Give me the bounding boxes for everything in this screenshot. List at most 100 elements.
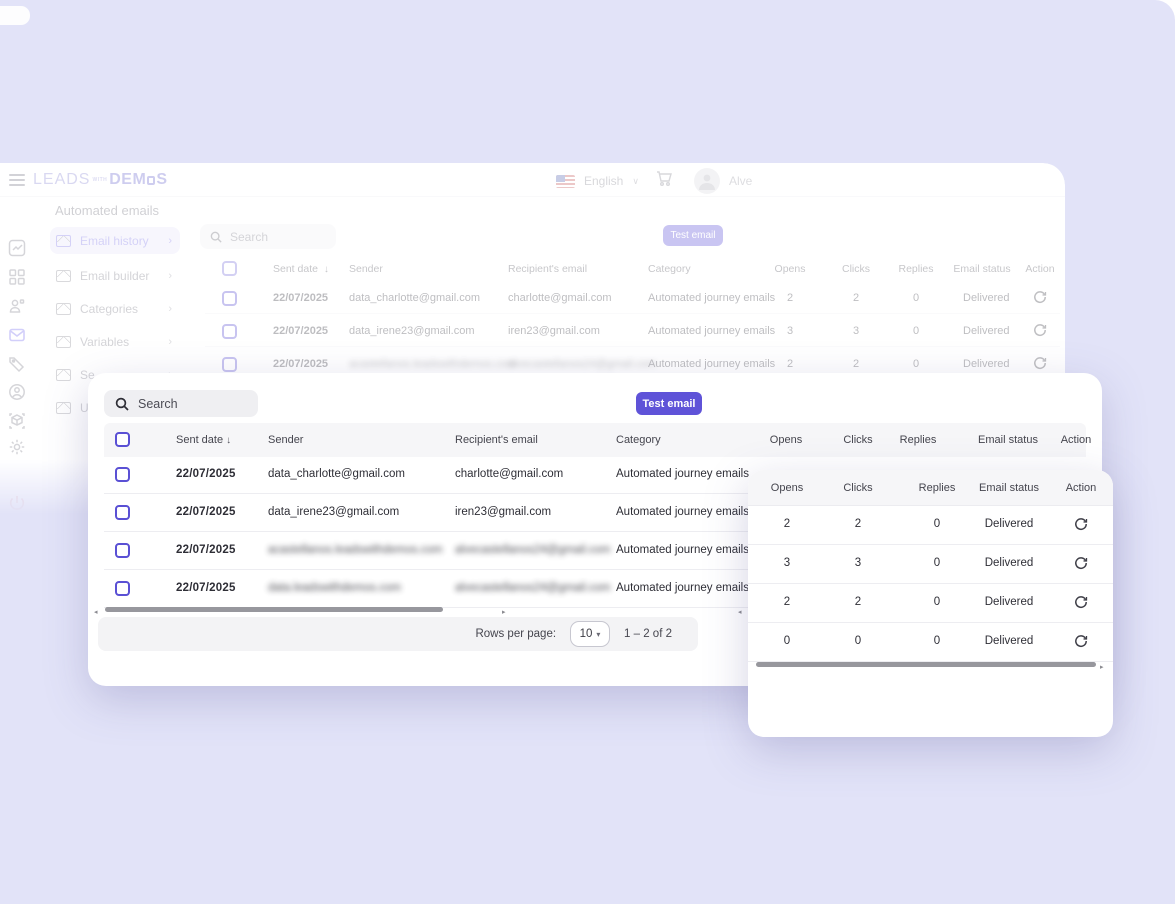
scroll-left-arrow-icon[interactable]: ◂ [94, 609, 98, 616]
test-email-button[interactable]: Test email [663, 225, 723, 246]
cell-sender-blurred: acastellanos.leadswithdemos.com [268, 544, 443, 556]
cell-sender: data_charlotte@gmail.com [349, 292, 481, 304]
sidebar-item-categories[interactable]: Categories › [50, 295, 180, 322]
cell-clicks: 2 [852, 292, 860, 304]
search-input[interactable]: Search [104, 390, 258, 417]
col-email-status[interactable]: Email status [978, 434, 1038, 446]
horizontal-scrollbar[interactable] [756, 662, 1096, 667]
cell-clicks: 2 [852, 358, 860, 370]
resend-refresh-icon[interactable] [1033, 290, 1047, 309]
section-title: Automated emails [55, 203, 160, 218]
col-sender[interactable]: Sender [268, 434, 304, 446]
caret-down-icon: ▾ [596, 629, 601, 639]
email-builder-icon [56, 269, 71, 282]
sidebar-item-email-history[interactable]: Email history › [50, 227, 180, 254]
logout-power-icon[interactable] [8, 494, 26, 512]
user-avatar[interactable] [693, 168, 720, 194]
row-checkbox[interactable] [222, 357, 237, 372]
col-opens[interactable]: Opens [774, 263, 806, 275]
col-email-status[interactable]: Email status [953, 263, 1011, 275]
chevron-right-icon: › [168, 234, 172, 247]
col-opens[interactable]: Opens [770, 482, 804, 494]
resend-refresh-icon[interactable] [1033, 323, 1047, 342]
resend-refresh-icon[interactable] [1074, 517, 1088, 536]
brand-last-post: S [156, 171, 168, 188]
col-clicks[interactable]: Clicks [843, 482, 873, 494]
col-clicks[interactable]: Clicks [842, 263, 870, 275]
dashboard-icon[interactable] [8, 268, 26, 286]
resend-refresh-icon[interactable] [1074, 556, 1088, 575]
col-replies[interactable]: Replies [918, 482, 956, 494]
metrics-row[interactable]: 3 3 0 Delivered [748, 545, 1113, 584]
categories-icon [56, 302, 71, 315]
resend-refresh-icon[interactable] [1074, 595, 1088, 614]
search-input[interactable]: Search [200, 224, 336, 249]
table-row[interactable]: 22/07/2025 data_charlotte@gmail.com char… [104, 456, 1086, 494]
email-icon[interactable] [8, 326, 26, 344]
cell-opens: 0 [783, 635, 791, 647]
horizontal-scrollbar[interactable] [105, 607, 443, 612]
cell-recipient: iren23@gmail.com [455, 506, 552, 518]
sidebar-item-u[interactable]: U [50, 394, 180, 421]
select-all-checkbox[interactable] [115, 432, 130, 447]
col-sender[interactable]: Sender [349, 263, 383, 275]
cell-replies: 0 [933, 596, 941, 608]
table-row[interactable]: 22/07/2025 data_irene23@gmail.com iren23… [104, 494, 1086, 532]
cell-status: Delivered [963, 358, 1010, 370]
cell-status: Delivered [963, 325, 1010, 337]
row-checkbox[interactable] [115, 543, 130, 558]
contacts-icon[interactable] [8, 297, 26, 315]
row-checkbox[interactable] [115, 467, 130, 482]
scroll-right-arrow-icon[interactable]: ▸ [1100, 664, 1104, 671]
col-replies[interactable]: Replies [899, 434, 937, 446]
language-caret-icon[interactable]: ∨ [632, 175, 639, 186]
cell-sent-date: 22/07/2025 [176, 468, 236, 480]
row-checkbox[interactable] [115, 581, 130, 596]
select-all-checkbox[interactable] [222, 261, 237, 276]
table-row[interactable]: 22/07/2025 data.leadswithdemos.com alvec… [104, 570, 1086, 608]
brand-mid: WITH [92, 177, 108, 183]
account-icon[interactable] [8, 383, 26, 401]
col-clicks[interactable]: Clicks [843, 434, 873, 446]
scroll-left-arrow-icon[interactable]: ◂ [738, 609, 742, 616]
row-checkbox[interactable] [222, 324, 237, 339]
sidebar-item-variables[interactable]: Variables › [50, 328, 180, 355]
tag-icon[interactable] [8, 355, 26, 373]
test-email-button[interactable]: Test email [636, 392, 702, 415]
metrics-row[interactable]: 2 2 0 Delivered [748, 506, 1113, 545]
col-replies[interactable]: Replies [898, 263, 934, 275]
pagination-bar: Rows per page: 10 ▾ 1 – 2 of 2 [98, 617, 698, 651]
col-category[interactable]: Category [616, 434, 661, 446]
col-recipient[interactable]: Recipient's email [455, 434, 538, 446]
settings-gear-icon[interactable] [8, 438, 26, 456]
brand-logo: LEADS WITH DEM S [33, 171, 167, 189]
metrics-row[interactable]: 2 2 0 Delivered [748, 584, 1113, 623]
analytics-icon[interactable] [8, 239, 26, 257]
col-recipient[interactable]: Recipient's email [508, 263, 588, 275]
scroll-right-arrow-icon[interactable]: ▸ [502, 609, 506, 616]
metrics-row[interactable]: 0 0 0 Delivered [748, 623, 1113, 662]
products-box-icon[interactable] [8, 412, 26, 430]
table-header: Sent date ↓ Sender Recipient's email Cate… [104, 423, 1091, 457]
col-category[interactable]: Category [648, 263, 691, 275]
rows-per-page-select[interactable]: 10 ▾ [570, 621, 611, 647]
language-selector[interactable]: English [584, 174, 624, 188]
cell-sender-blurred: data.leadswithdemos.com [268, 582, 401, 594]
sidebar-item-email-builder[interactable]: Email builder › [50, 262, 180, 289]
variables-icon [56, 335, 71, 348]
row-checkbox[interactable] [115, 505, 130, 520]
user-name[interactable]: Alve [728, 174, 753, 188]
col-opens[interactable]: Opens [769, 434, 803, 446]
col-sent-date[interactable]: Sent date ↓ [273, 263, 329, 275]
col-sent-date[interactable]: Sent date ↓ [176, 434, 232, 446]
row-checkbox[interactable] [222, 291, 237, 306]
cell-recipient: charlotte@gmail.com [455, 468, 564, 480]
table-row[interactable]: 22/07/2025 acastellanos.leadswithdemos.c… [104, 532, 1086, 570]
hamburger-menu-icon[interactable] [9, 174, 25, 186]
cell-sender: data_charlotte@gmail.com [268, 468, 405, 480]
resend-refresh-icon[interactable] [1033, 356, 1047, 375]
resend-refresh-icon[interactable] [1074, 634, 1088, 653]
cart-icon[interactable] [656, 170, 673, 192]
cell-recipient: charlotte@gmail.com [508, 292, 612, 304]
col-email-status[interactable]: Email status [979, 482, 1039, 494]
